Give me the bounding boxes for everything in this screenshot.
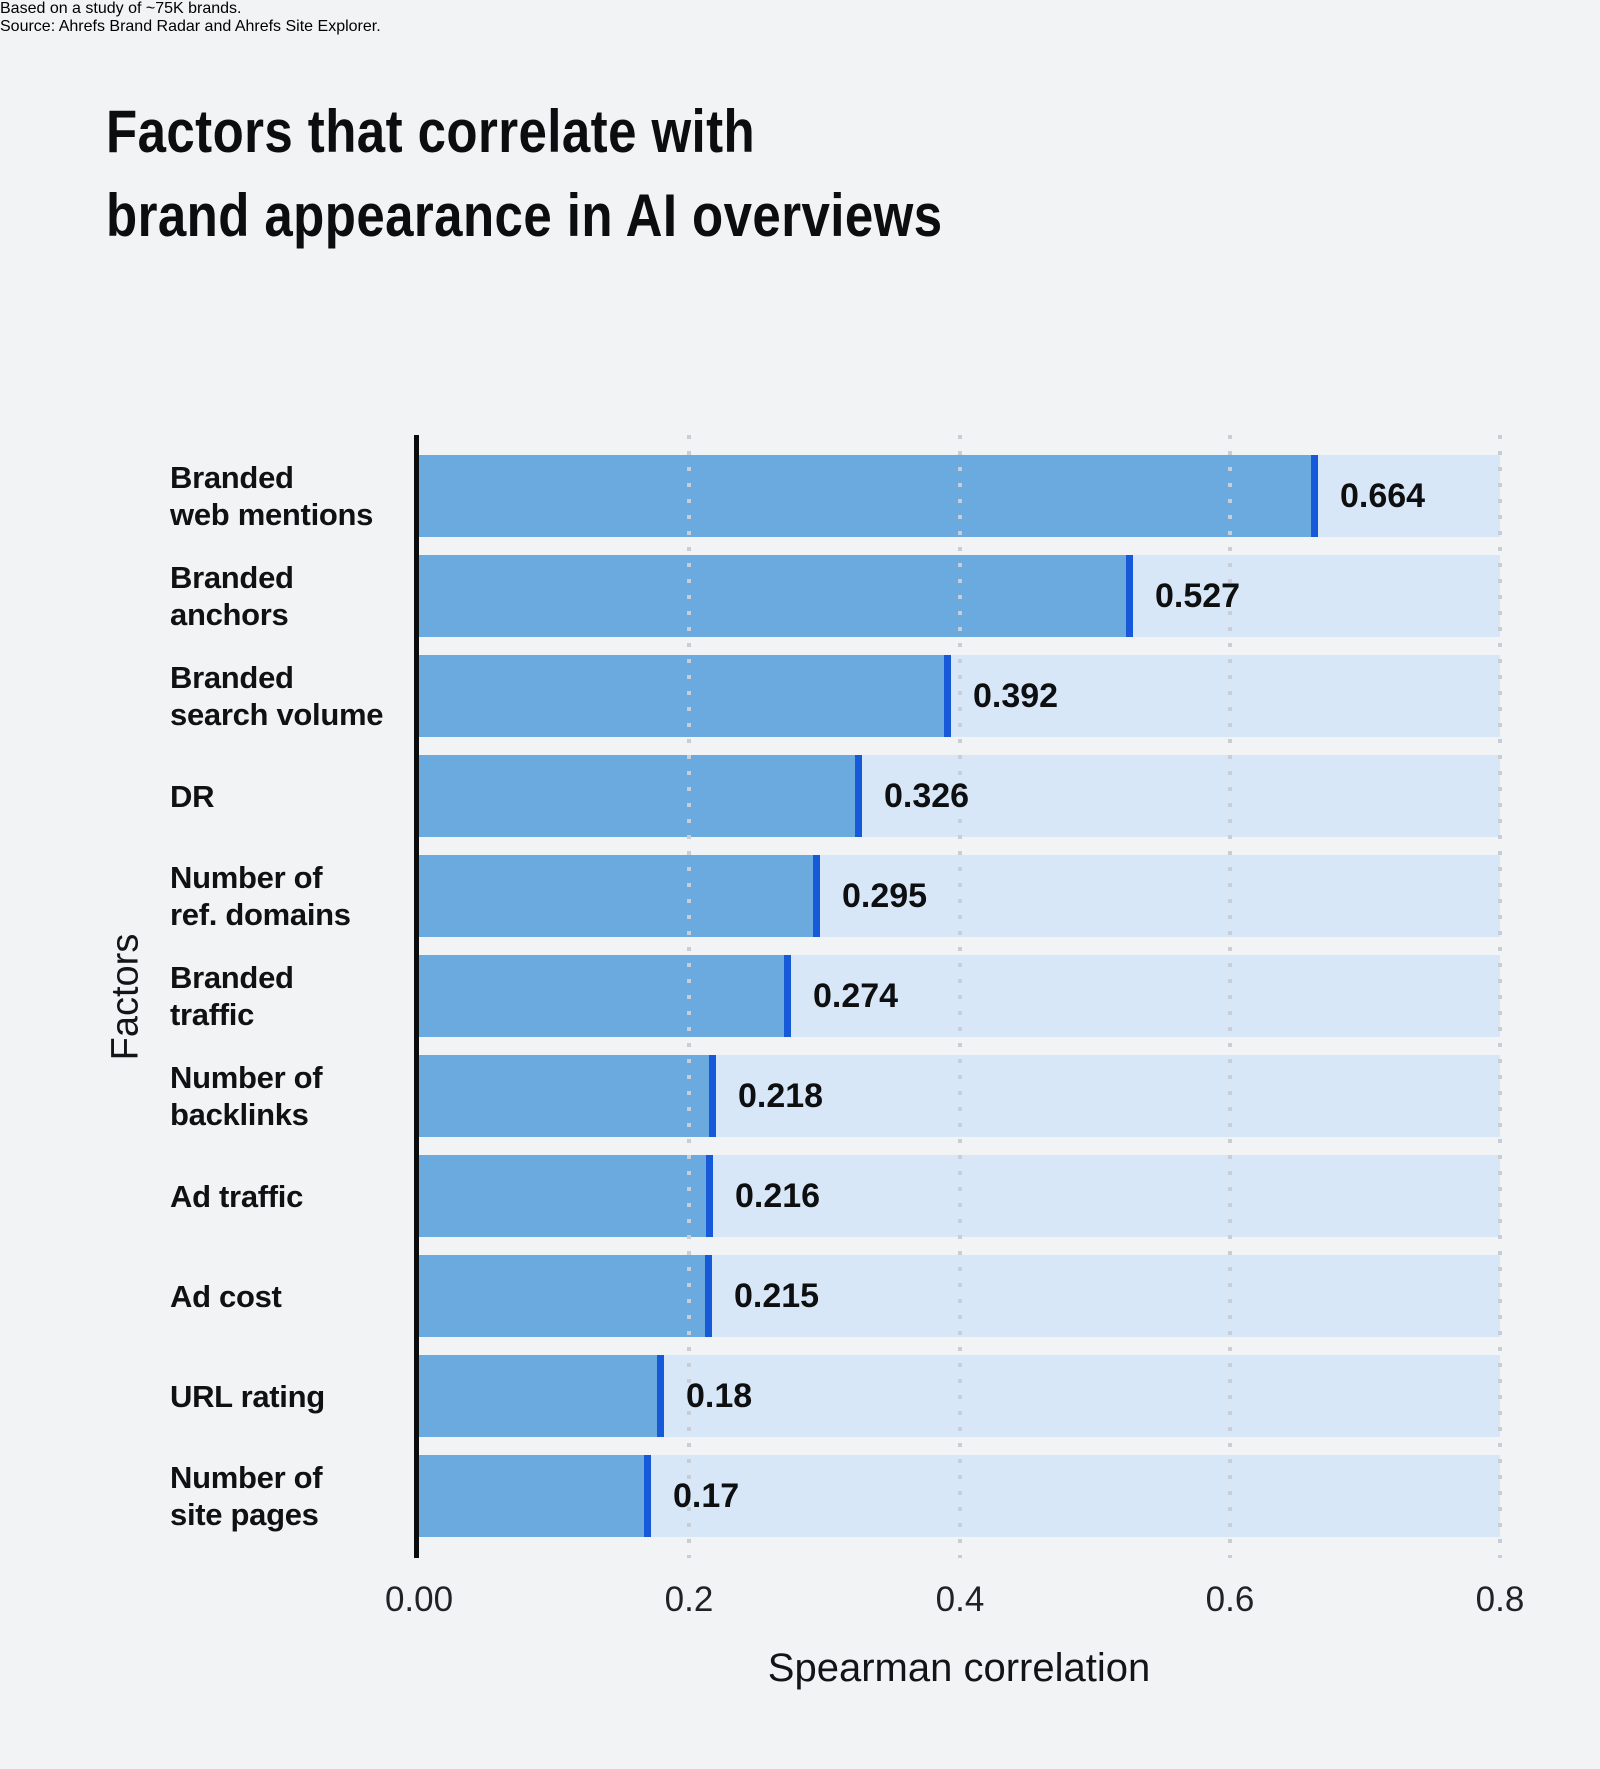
category-label: Branded anchors xyxy=(170,555,410,637)
category-label-line: Number of xyxy=(170,1460,323,1495)
bar-value-label: 0.215 xyxy=(734,1277,820,1315)
x-axis-tick-label: 0.6 xyxy=(1205,1580,1255,1619)
category-label-line: Ad traffic xyxy=(170,1178,304,1214)
category-label: URL rating xyxy=(170,1355,410,1437)
chart-title: Factors that correlate with brand appear… xyxy=(106,90,943,258)
gridline xyxy=(1498,435,1502,1558)
category-label-line: Number of xyxy=(170,860,323,895)
bar-fill xyxy=(419,1155,711,1237)
bar-fill xyxy=(419,655,949,737)
bar-end-line xyxy=(784,955,791,1037)
bar-end-line xyxy=(1126,555,1133,637)
bar-fill xyxy=(419,1055,714,1137)
category-label: Number of backlinks xyxy=(170,1055,410,1137)
plot-area: 0.664 0.527 0.392 0.326 0.295 0.274 0.218 0.216… xyxy=(414,435,1502,1558)
bar-value-label: 0.664 xyxy=(1340,477,1426,515)
infographic: Factors that correlate with brand appear… xyxy=(0,0,1600,1690)
bar-end-line xyxy=(705,1255,712,1337)
gridline xyxy=(1228,435,1232,1558)
category-label: Ad traffic xyxy=(170,1155,410,1237)
bar-end-line xyxy=(944,655,951,737)
bar-end-line xyxy=(855,755,862,837)
category-label-line: site pages xyxy=(170,1497,319,1532)
x-axis-tick-label: 0.8 xyxy=(1475,1580,1525,1619)
category-label-line: search volume xyxy=(170,697,384,732)
x-axis-title: Spearman correlation xyxy=(767,1646,1151,1690)
chart-subtitle-line2: Source: Ahrefs Brand Radar and Ahrefs Si… xyxy=(0,18,381,35)
chart-subtitle-line1: Based on a study of ~75K brands. xyxy=(0,0,242,17)
category-label: Number of site pages xyxy=(170,1455,410,1537)
bar-fill xyxy=(419,1355,662,1437)
bar-value-label: 0.216 xyxy=(735,1177,821,1215)
bar-value-label: 0.17 xyxy=(673,1477,740,1515)
category-label: Branded traffic xyxy=(170,955,410,1037)
category-label: Ad cost xyxy=(170,1255,410,1337)
bar-end-line xyxy=(813,855,820,937)
x-axis-tick-label: 0.4 xyxy=(935,1580,985,1619)
category-label-line: Number of xyxy=(170,1060,323,1095)
bar-fill xyxy=(419,1255,710,1337)
category-label: DR xyxy=(170,755,410,837)
bar-end-line xyxy=(1311,455,1318,537)
y-axis-title: Factors xyxy=(104,933,147,1061)
category-label: Number of ref. domains xyxy=(170,855,410,937)
gridline xyxy=(687,435,691,1558)
bar-fill xyxy=(419,855,818,937)
category-label-line: web mentions xyxy=(170,497,374,532)
category-label-line: URL rating xyxy=(170,1378,325,1414)
bar-end-line xyxy=(706,1155,713,1237)
category-label-line: anchors xyxy=(170,597,289,632)
category-label-line: Ad cost xyxy=(170,1278,282,1314)
bar-value-label: 0.326 xyxy=(884,777,970,815)
category-label-line: Branded xyxy=(170,560,294,595)
x-axis-tick-label: 0.00 xyxy=(384,1580,454,1619)
bar-row: 0.326 xyxy=(419,755,1500,837)
chart-title-line1: Factors that correlate with xyxy=(106,98,756,165)
gridline xyxy=(958,435,962,1558)
bar-value-label: 0.392 xyxy=(973,677,1059,715)
bar-end-line xyxy=(644,1455,651,1537)
chart-title-line2: brand appearance in AI overviews xyxy=(106,182,943,249)
bar-end-line xyxy=(657,1355,664,1437)
category-label: Branded web mentions xyxy=(170,455,410,537)
x-axis-tick-label: 0.2 xyxy=(664,1580,714,1619)
category-label-line: Branded xyxy=(170,960,294,995)
bar-fill xyxy=(419,455,1316,537)
header: Factors that correlate with brand appear… xyxy=(0,0,1600,249)
category-label-line: backlinks xyxy=(170,1097,309,1132)
category-label: Branded search volume xyxy=(170,655,410,737)
bar-value-label: 0.274 xyxy=(813,977,899,1015)
y-axis-line xyxy=(414,435,419,1558)
category-label-line: ref. domains xyxy=(170,897,351,932)
bar-value-label: 0.218 xyxy=(738,1077,824,1115)
bar-value-label: 0.295 xyxy=(842,877,928,915)
bar-value-label: 0.527 xyxy=(1155,577,1241,615)
category-label-line: Branded xyxy=(170,460,294,495)
category-label-line: traffic xyxy=(170,997,255,1032)
bar-end-line xyxy=(709,1055,716,1137)
category-label-line: Branded xyxy=(170,660,294,695)
bar-fill xyxy=(419,755,860,837)
bar-fill xyxy=(419,955,789,1037)
bar-fill xyxy=(419,1455,649,1537)
bar-fill xyxy=(419,555,1131,637)
bar-value-label: 0.18 xyxy=(686,1377,753,1415)
category-label-line: DR xyxy=(170,778,215,814)
